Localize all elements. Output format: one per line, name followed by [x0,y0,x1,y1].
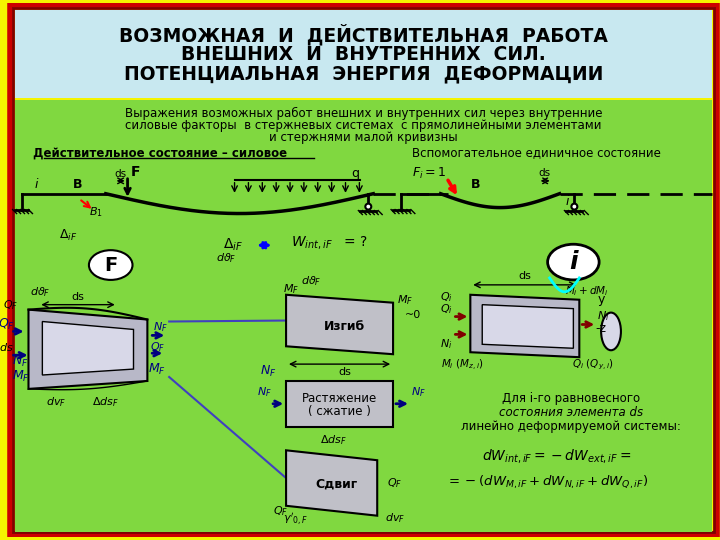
Text: ( сжатие ): ( сжатие ) [308,405,371,418]
Bar [14,99,712,531]
Text: i: i [35,178,38,191]
Ellipse shape [89,250,132,280]
Circle shape [572,204,577,210]
Text: $Q_F$: $Q_F$ [3,298,18,312]
Text: ds: ds [518,271,531,281]
Text: ВНЕШНИХ  И  ВНУТРЕННИХ  СИЛ.: ВНЕШНИХ И ВНУТРЕННИХ СИЛ. [181,44,546,64]
Text: $N_F$: $N_F$ [12,354,29,369]
Text: $M_F$: $M_F$ [12,368,30,383]
Text: Растяжение: Растяжение [302,392,377,406]
Text: $N_F$: $N_F$ [411,385,426,399]
Polygon shape [482,305,573,348]
Text: $N_F$: $N_F$ [257,385,271,399]
Text: ВОЗМОЖНАЯ  И  ДЕЙСТВИТЕЛЬНАЯ  РАБОТА: ВОЗМОЖНАЯ И ДЕЙСТВИТЕЛЬНАЯ РАБОТА [119,23,608,45]
Text: i: i [569,250,577,274]
Text: $N_i$: $N_i$ [597,309,609,323]
Text: ds: ds [338,367,351,377]
Text: F: F [104,255,117,274]
Ellipse shape [548,244,599,280]
Text: состояния элемента ds: состояния элемента ds [500,406,644,419]
Text: Выражения возможных работ внешних и внутренних сил через внутренние: Выражения возможных работ внешних и внут… [125,107,602,120]
Text: $d\vartheta_F$: $d\vartheta_F$ [217,251,237,265]
Text: $ds$: $ds$ [0,341,14,353]
Text: $Q_i$: $Q_i$ [440,302,453,315]
Text: ds: ds [539,168,551,178]
Bar [14,10,712,98]
Text: B: B [471,178,480,191]
Text: B: B [73,178,83,191]
Text: $dW_{int,iF} = -dW_{ext,iF} =$: $dW_{int,iF} = -dW_{ext,iF} =$ [482,447,631,465]
Ellipse shape [601,313,621,350]
Text: $d\vartheta_F$: $d\vartheta_F$ [30,285,50,299]
Text: $Q_i\ (Q_{y,i})$: $Q_i\ (Q_{y,i})$ [572,358,614,372]
Text: и стержнями малой кривизны: и стержнями малой кривизны [269,131,458,144]
Polygon shape [29,309,148,389]
Text: $M_F$: $M_F$ [148,361,166,376]
Text: $\Delta_{iF}$: $\Delta_{iF}$ [222,237,243,253]
Text: $Q_F$: $Q_F$ [0,317,15,332]
Text: $F_i=1$: $F_i=1$ [412,166,446,181]
Text: $M_F$: $M_F$ [283,282,299,296]
Bar [286,381,393,427]
Text: $W_{int,iF}$: $W_{int,iF}$ [291,234,333,251]
Polygon shape [286,295,393,354]
Text: $M_i\ (M_{z,i})$: $M_i\ (M_{z,i})$ [441,357,484,373]
Text: $Q_F$: $Q_F$ [150,340,165,354]
Text: ds: ds [114,169,127,179]
Text: -z: -z [595,322,607,335]
Polygon shape [42,321,133,375]
Text: $\Delta ds_F$: $\Delta ds_F$ [320,434,347,447]
Text: F: F [131,165,140,179]
Text: $\Delta_{iF}$: $\Delta_{iF}$ [59,228,77,243]
Text: ds: ds [71,292,84,302]
Text: $dv_F$: $dv_F$ [385,511,405,524]
Text: Действительное состояние – силовое: Действительное состояние – силовое [33,146,287,160]
Text: $B_1$: $B_1$ [89,206,103,219]
Text: $N_F$: $N_F$ [153,321,168,334]
Text: q: q [351,167,359,180]
Text: $N_F$: $N_F$ [260,363,276,379]
Text: Сдвиг: Сдвиг [315,477,358,490]
Text: $M_F$: $M_F$ [397,293,413,307]
Text: y: y [598,293,605,306]
Text: силовые факторы  в стержневых системах  с прямолинейными элементами: силовые факторы в стержневых системах с … [125,119,602,132]
Text: $d\vartheta_F$: $d\vartheta_F$ [300,274,321,288]
Text: ~0: ~0 [405,309,421,320]
Text: $dv_F$: $dv_F$ [46,395,66,409]
Text: ПОТЕНЦИАЛЬНАЯ  ЭНЕРГИЯ  ДЕФОРМАЦИИ: ПОТЕНЦИАЛЬНАЯ ЭНЕРГИЯ ДЕФОРМАЦИИ [124,64,603,83]
Text: линейно деформируемой системы:: линейно деформируемой системы: [462,420,681,433]
Text: Вспомогательное единичное состояние: Вспомогательное единичное состояние [413,146,661,160]
Circle shape [365,204,372,210]
Text: $Q_i$: $Q_i$ [440,290,453,303]
Text: $N_i$: $N_i$ [441,338,453,351]
Text: $\Delta ds_F$: $\Delta ds_F$ [92,395,120,409]
Text: Для i-го равновесного: Для i-го равновесного [503,392,641,406]
Text: $M_i+dM_i$: $M_i+dM_i$ [565,284,609,298]
Polygon shape [470,295,580,357]
Polygon shape [286,450,377,516]
Text: $=-(dW_{M,iF}+dW_{N,iF}+dW_{Q,iF})$: $=-(dW_{M,iF}+dW_{N,iF}+dW_{Q,iF})$ [446,474,648,490]
Text: i: i [566,195,570,208]
Text: $Q_F$: $Q_F$ [274,504,289,518]
Text: $Q_F$: $Q_F$ [387,476,402,490]
Text: = ?: = ? [343,235,367,249]
Text: Изгиб: Изгиб [324,320,365,333]
Text: $\gamma'_{0,F}$: $\gamma'_{0,F}$ [284,511,309,528]
